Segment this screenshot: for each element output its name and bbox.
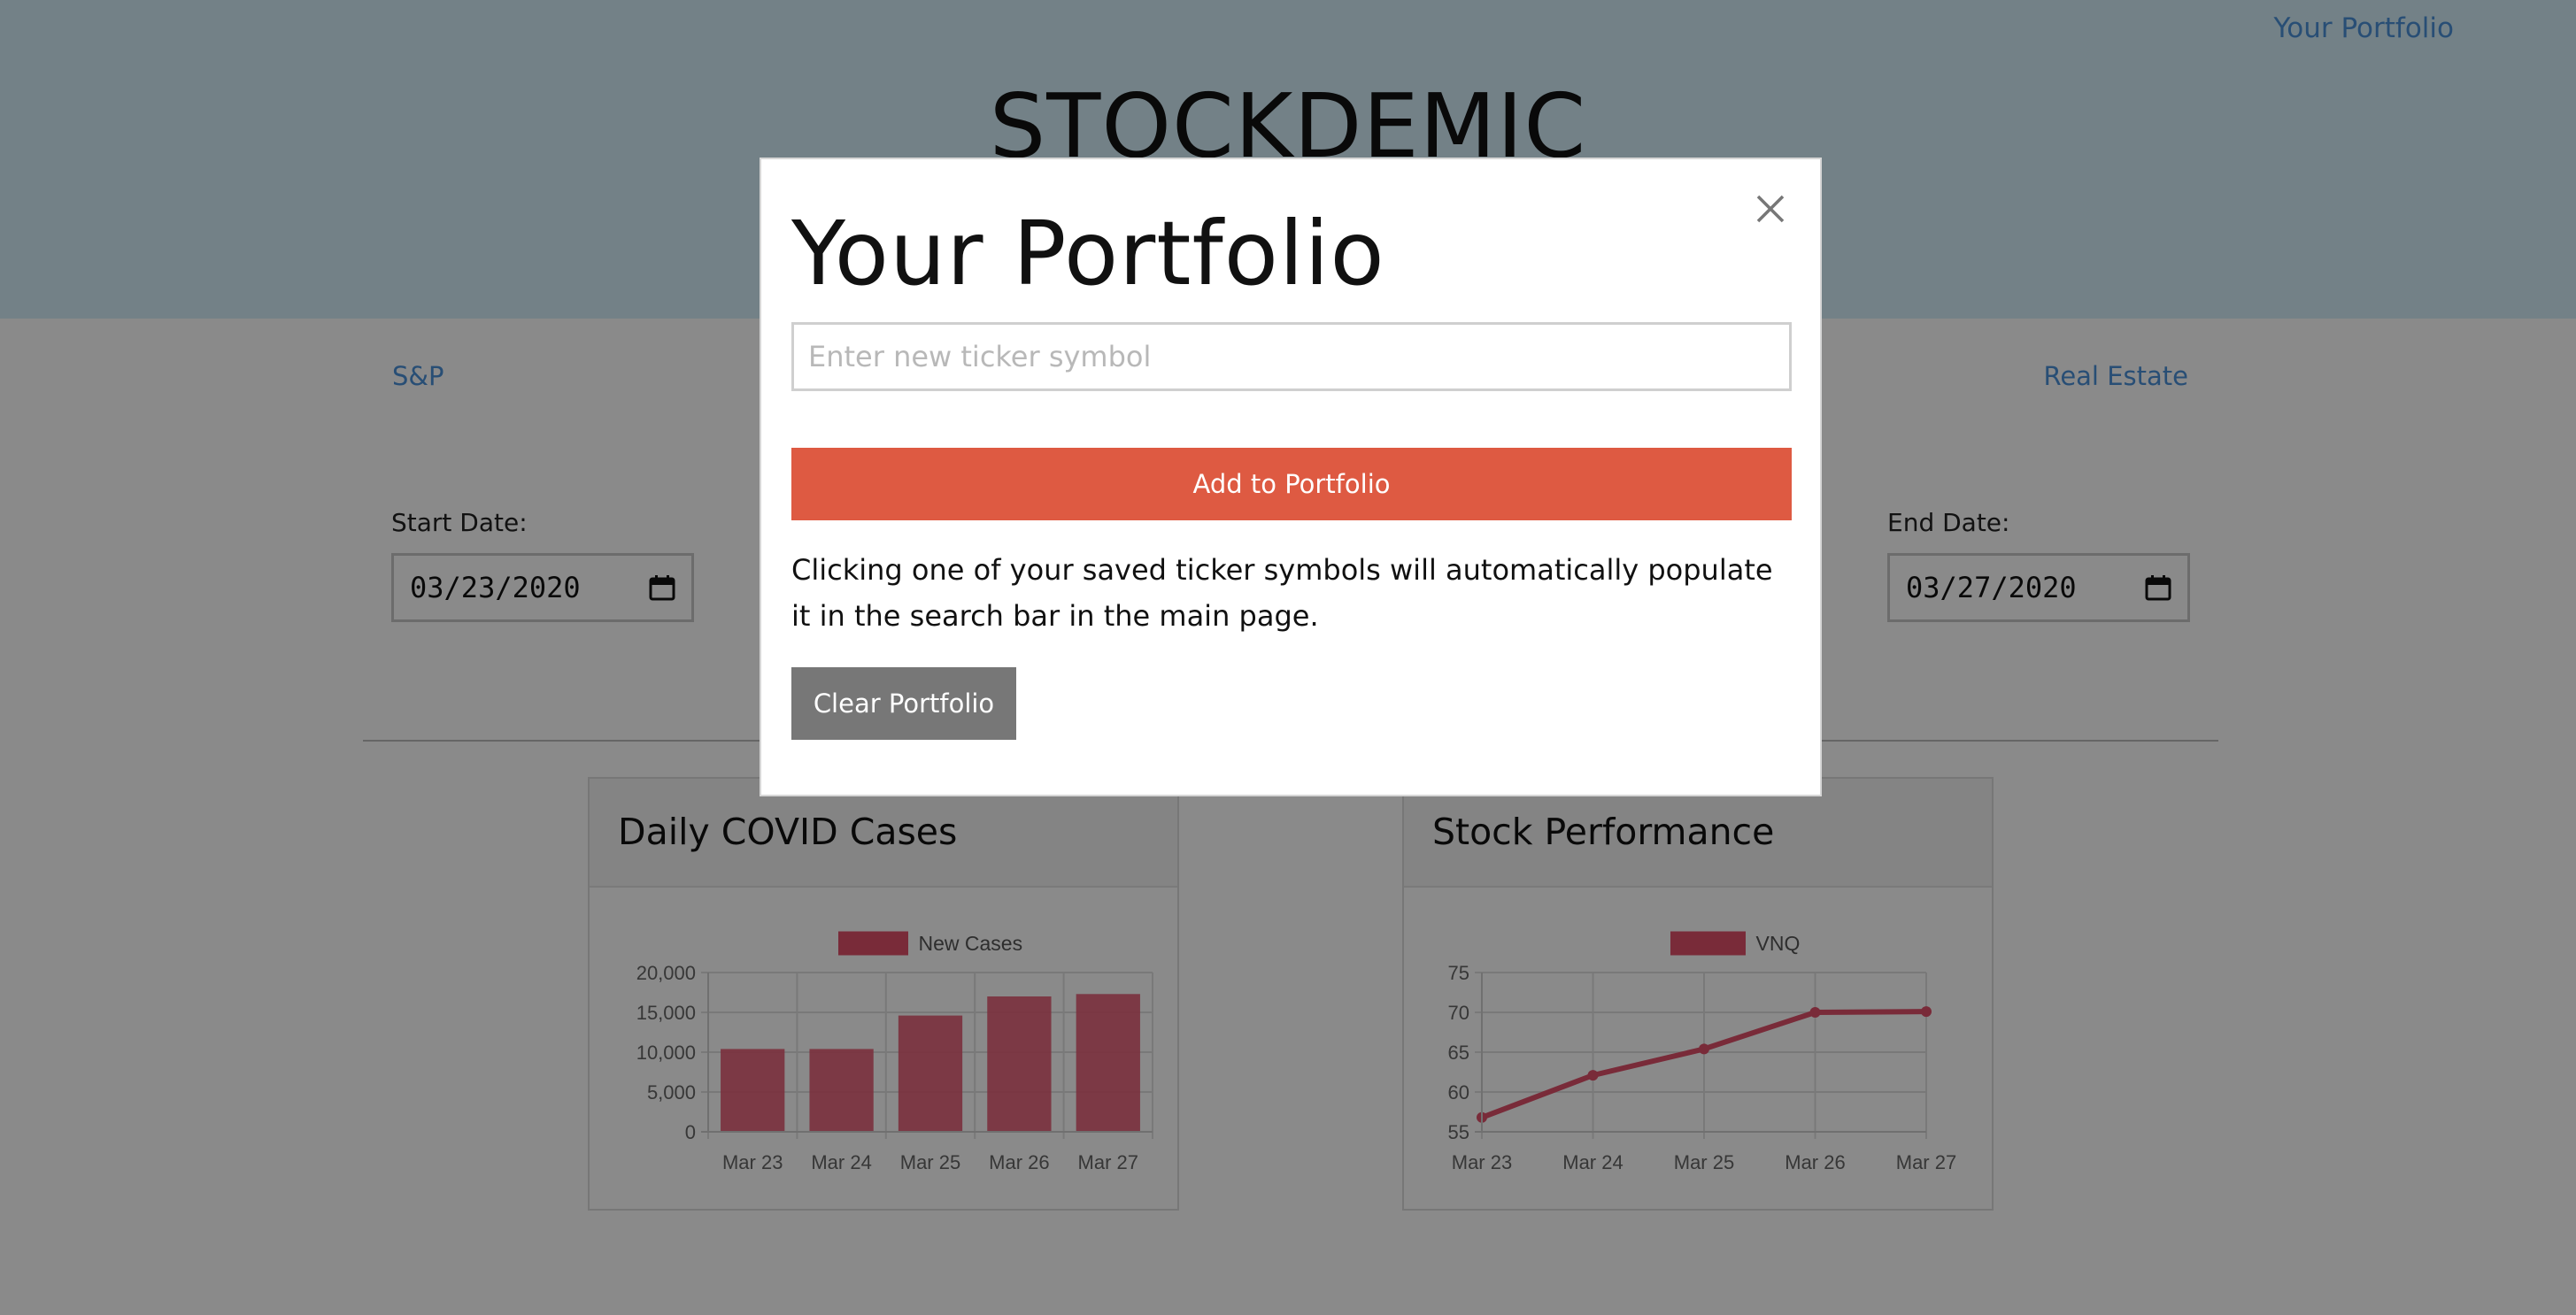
add-to-portfolio-button[interactable]: Add to Portfolio [791,448,1792,520]
data-point [1809,1007,1821,1018]
x-tick-label: Mar 27 [1896,1151,1956,1173]
x-tick-label: Mar 23 [722,1151,783,1173]
data-point [1921,1006,1932,1018]
x-tick-label: Mar 26 [989,1151,1049,1173]
stock-card: Stock Performance VNQ 55 60 65 70 75 Mar 23 Mar… [1402,777,1994,1211]
data-point [1699,1043,1709,1055]
clear-portfolio-button[interactable]: Clear Portfolio [791,667,1016,740]
y-tick-label: 5,000 [647,1081,696,1104]
modal-title: Your Portfolio [791,202,1385,305]
y-tick-label: 75 [1448,962,1469,984]
end-date-label: End Date: [1887,508,2010,537]
calendar-icon[interactable] [649,574,675,601]
y-tick-label: 10,000 [636,1042,696,1064]
x-tick-label: Mar 25 [900,1151,960,1173]
y-tick-label: 20,000 [636,962,696,984]
nav-real-estate-link[interactable]: Real Estate [2043,361,2188,391]
end-date-input[interactable]: 03/27/2020 [1887,553,2190,622]
y-tick-label: 65 [1448,1042,1469,1064]
x-tick-label: Mar 27 [1078,1151,1138,1173]
legend-label: New Cases [919,932,1023,955]
y-tick-label: 55 [1448,1121,1469,1143]
y-tick-label: 15,000 [636,1002,696,1024]
y-tick-label: 0 [685,1121,696,1143]
bar [721,1049,785,1132]
start-date-group: Start Date: 03/23/2020 [391,508,694,622]
legend-swatch [838,931,908,956]
covid-card: Daily COVID Cases New Cases 0 5,000 10,000 1… [588,777,1179,1211]
x-tick-label: Mar 24 [811,1151,871,1173]
legend-label: VNQ [1756,932,1801,955]
portfolio-modal: Your Portfolio Add to Portfolio Clicking… [760,158,1822,796]
portfolio-info-text: Clicking one of your saved ticker symbol… [791,553,1773,633]
end-date-value: 03/27/2020 [1906,571,2077,604]
x-tick-label: Mar 25 [1674,1151,1734,1173]
nav-sp-link[interactable]: S&P [392,361,444,391]
covid-card-title: Daily COVID Cases [590,779,1177,888]
stock-line-chart: VNQ 55 60 65 70 75 Mar 23 Mar 24 Mar 25 Mar 26 Mar… [1448,931,1956,1173]
your-portfolio-link[interactable]: Your Portfolio [2273,12,2454,44]
x-tick-label: Mar 24 [1562,1151,1623,1173]
start-date-label: Start Date: [391,508,528,537]
legend-swatch [1670,931,1746,956]
start-date-value: 03/23/2020 [410,571,581,604]
y-tick-label: 70 [1448,1002,1469,1024]
x-tick-label: Mar 26 [1785,1151,1845,1173]
stock-card-title: Stock Performance [1404,779,1992,888]
x-tick-label: Mar 23 [1452,1151,1512,1173]
covid-bar-chart: New Cases 0 5,000 10,000 15,000 20,000 Mar 23 M… [636,931,1153,1173]
calendar-icon[interactable] [2145,574,2171,601]
close-icon[interactable] [1751,189,1790,228]
y-tick-label: 60 [1448,1081,1469,1104]
bar [898,1015,963,1132]
bar [809,1049,874,1132]
start-date-input[interactable]: 03/23/2020 [391,553,694,622]
end-date-group: End Date: 03/27/2020 [1887,508,2190,622]
data-point [1587,1070,1599,1081]
bar [987,996,1052,1132]
bar [1076,994,1140,1132]
ticker-input[interactable] [791,322,1792,391]
